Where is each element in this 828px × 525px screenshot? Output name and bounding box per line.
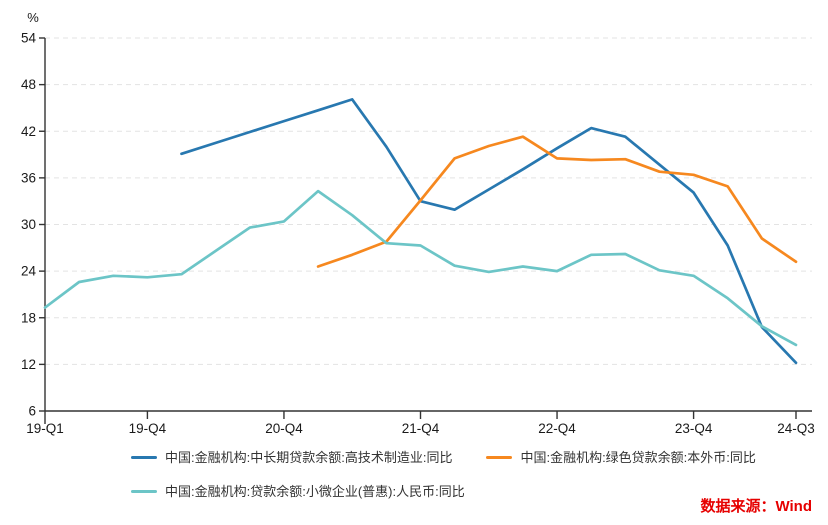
series-line-2 xyxy=(43,189,798,347)
legend-swatch-teal-line xyxy=(131,489,157,494)
y-axis-unit-label: % xyxy=(27,10,39,25)
x-tick-label-20-Q4: 20-Q4 xyxy=(265,421,303,436)
y-tick-label-18: 18 xyxy=(21,310,36,325)
y-tick-label-54: 54 xyxy=(21,31,37,46)
y-tick-label-30: 30 xyxy=(21,217,36,232)
line-chart: 6 12 18 24 30 36 42 48 54% 19-Q1 19-Q4 20-Q4 21-Q4 22… xyxy=(21,10,815,436)
y-tick-label-42: 42 xyxy=(21,124,36,139)
x-tick-label-23-Q4: 23-Q4 xyxy=(675,421,713,436)
legend-row-2: 中国:金融机构:贷款余额:小微企业(普惠):人民币:同比 xyxy=(131,485,465,498)
legend-label-green-loans: 中国:金融机构:绿色贷款余额:本外币:同比 xyxy=(520,450,756,465)
legend-label-hightech-loans: 中国:金融机构:中长期贷款余额:高技术制造业:同比 xyxy=(165,450,453,465)
y-tick-label-12: 12 xyxy=(21,357,36,372)
legend-swatch-orange-line xyxy=(486,455,513,460)
data-source-note: 数据来源：Wind xyxy=(700,498,812,515)
x-tick-label-19-Q1: 19-Q1 xyxy=(26,421,64,436)
x-tick-label-24-Q3: 24-Q3 xyxy=(777,421,815,436)
x-tick-label-19-Q4: 19-Q4 xyxy=(129,421,167,436)
series-line-1 xyxy=(316,135,798,268)
y-tick-label-48: 48 xyxy=(21,77,36,92)
legend-swatch-blue-line xyxy=(131,455,157,460)
legend-item-micro-loans: 中国:金融机构:贷款余额:小微企业(普惠):人民币:同比 xyxy=(131,485,465,498)
legend-item-green-loans: 中国:金融机构:绿色贷款余额:本外币:同比 xyxy=(486,450,756,465)
legend-row-1: 中国:金融机构:中长期贷款余额:高技术制造业:同比 中国:金融机构:绿色贷款余额… xyxy=(131,451,756,464)
y-tick-label-6: 6 xyxy=(28,404,36,419)
legend-label-micro-loans: 中国:金融机构:贷款余额:小微企业(普惠):人民币:同比 xyxy=(165,484,465,499)
y-tick-label-36: 36 xyxy=(21,170,36,185)
x-tick-label-22-Q4: 22-Q4 xyxy=(538,421,576,436)
series-line-0 xyxy=(180,98,798,365)
x-tick-label-21-Q4: 21-Q4 xyxy=(402,421,440,436)
legend-item-hightech-loans: 中国:金融机构:中长期贷款余额:高技术制造业:同比 xyxy=(131,451,452,464)
y-tick-label-24: 24 xyxy=(21,264,37,279)
